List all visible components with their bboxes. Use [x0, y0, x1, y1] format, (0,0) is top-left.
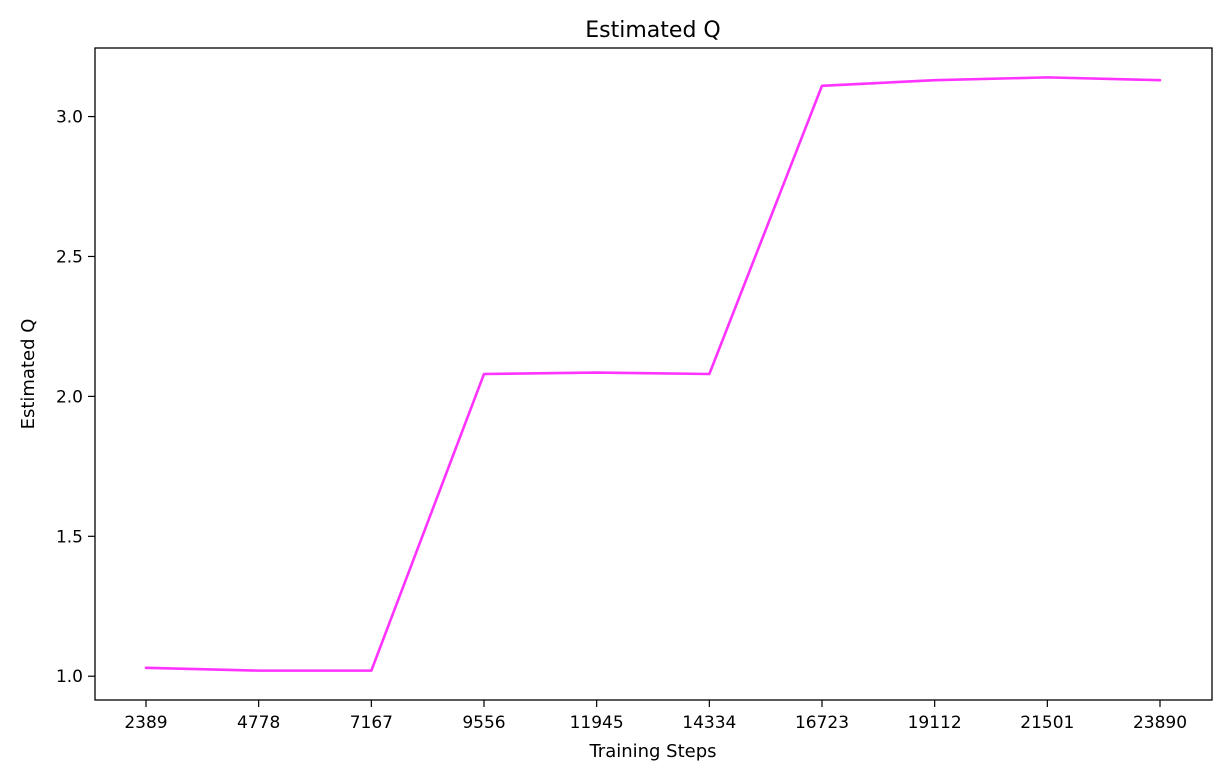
- x-tick-label: 16723: [795, 713, 849, 733]
- x-tick-label: 9556: [462, 713, 505, 733]
- y-tick-label: 2.5: [56, 247, 83, 267]
- x-tick-label: 21501: [1020, 713, 1074, 733]
- x-tick-label: 2389: [124, 713, 167, 733]
- x-tick-label: 23890: [1133, 713, 1187, 733]
- x-tick-label: 7167: [350, 713, 393, 733]
- x-tick-label: 11945: [570, 713, 624, 733]
- x-tick-label: 19112: [908, 713, 962, 733]
- y-tick-label: 2.0: [56, 387, 83, 407]
- y-axis: 1.0 1.5 2.0 2.5 3.0: [56, 108, 95, 687]
- x-tick-label: 4778: [237, 713, 280, 733]
- y-tick-label: 3.0: [56, 108, 83, 128]
- y-axis-label: Estimated Q: [18, 319, 39, 430]
- x-axis-label: Training Steps: [588, 741, 716, 762]
- plot-area-frame: [94, 47, 1213, 701]
- x-axis: 2389 4778 7167 9556 11945 14334 16723 19112 2150…: [124, 700, 1187, 733]
- x-tick-label: 14334: [682, 713, 736, 733]
- y-tick-label: 1.5: [56, 527, 83, 547]
- y-tick-label: 1.0: [56, 667, 83, 687]
- chart-title: Estimated Q: [585, 18, 720, 43]
- series-line: [144, 76, 1162, 672]
- series-layer: [144, 76, 1162, 672]
